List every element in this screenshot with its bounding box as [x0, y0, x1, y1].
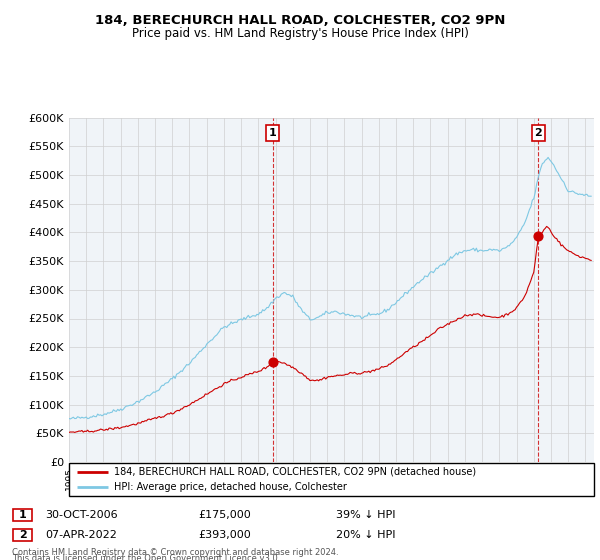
Text: 184, BERECHURCH HALL ROAD, COLCHESTER, CO2 9PN (detached house): 184, BERECHURCH HALL ROAD, COLCHESTER, C… — [113, 467, 476, 477]
Text: 184, BERECHURCH HALL ROAD, COLCHESTER, CO2 9PN: 184, BERECHURCH HALL ROAD, COLCHESTER, C… — [95, 14, 505, 27]
Text: 2: 2 — [19, 530, 26, 540]
Text: 1: 1 — [269, 128, 277, 138]
Text: 39% ↓ HPI: 39% ↓ HPI — [336, 510, 395, 520]
Text: 2: 2 — [535, 128, 542, 138]
Text: Price paid vs. HM Land Registry's House Price Index (HPI): Price paid vs. HM Land Registry's House … — [131, 27, 469, 40]
Text: £393,000: £393,000 — [198, 530, 251, 540]
FancyBboxPatch shape — [13, 529, 32, 541]
Text: 1: 1 — [19, 510, 26, 520]
Text: Contains HM Land Registry data © Crown copyright and database right 2024.: Contains HM Land Registry data © Crown c… — [12, 548, 338, 557]
Text: 20% ↓ HPI: 20% ↓ HPI — [336, 530, 395, 540]
Text: This data is licensed under the Open Government Licence v3.0.: This data is licensed under the Open Gov… — [12, 554, 280, 560]
Text: £175,000: £175,000 — [198, 510, 251, 520]
Text: 30-OCT-2006: 30-OCT-2006 — [45, 510, 118, 520]
FancyBboxPatch shape — [69, 463, 594, 496]
FancyBboxPatch shape — [13, 509, 32, 521]
Point — [268, 357, 277, 366]
Text: HPI: Average price, detached house, Colchester: HPI: Average price, detached house, Colc… — [113, 482, 347, 492]
Text: 07-APR-2022: 07-APR-2022 — [45, 530, 117, 540]
Point — [533, 232, 543, 241]
